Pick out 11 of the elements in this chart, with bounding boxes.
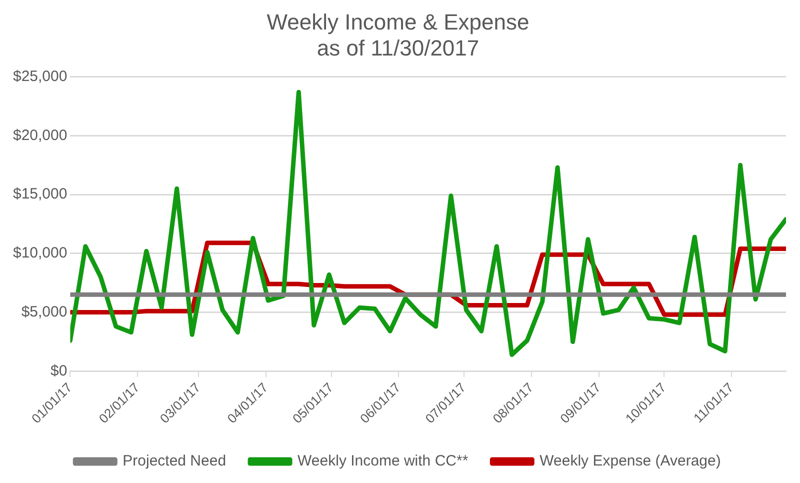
y-tick-label: $0 [50, 362, 68, 380]
chart-title: Weekly Income & Expense [266, 9, 530, 34]
y-tick-label: $5,000 [21, 303, 68, 320]
y-tick-label: $20,000 [12, 126, 68, 144]
legend-label: Weekly Expense (Average) [540, 452, 721, 470]
legend-label: Weekly Income with CC** [298, 452, 468, 470]
y-tick-label: $15,000 [12, 186, 68, 203]
chart-subtitle: as of 11/30/2017 [316, 36, 480, 61]
legend-label: Projected Need [122, 452, 226, 470]
y-tick-label: $10,000 [12, 244, 68, 262]
y-tick-label: $25,000 [12, 68, 68, 85]
